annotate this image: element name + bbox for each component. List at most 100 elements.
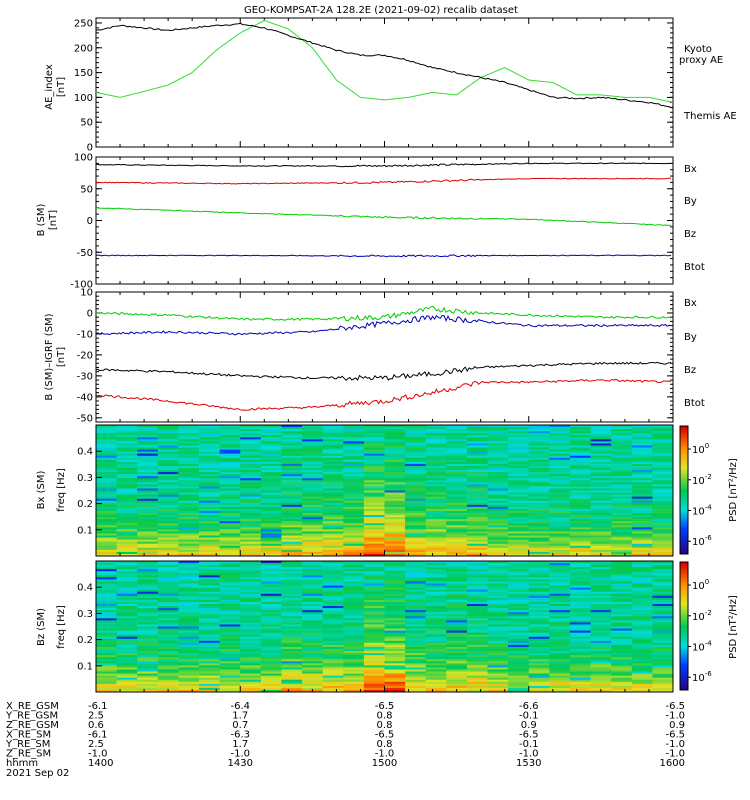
spec-bx-cell (425, 539, 447, 543)
spec-bx-cell (446, 543, 468, 547)
spec-bz-cell (281, 655, 303, 658)
spec-bz-cell (549, 683, 571, 687)
spec-bx-cell (528, 498, 550, 502)
spec-bx-cell (363, 506, 385, 510)
spec-bz-cell (199, 565, 221, 568)
spec-bz-cell (652, 622, 674, 625)
spec-bz-cell (425, 599, 447, 603)
spec-bx-cell (240, 431, 262, 434)
spec-bz-cell (219, 624, 241, 627)
spec-bx-cell (569, 484, 591, 487)
spec-bx-cell (281, 498, 303, 502)
spec-bx-cell (652, 506, 674, 510)
spec-bz-cell (343, 563, 365, 566)
spec-bz-cell (590, 655, 612, 658)
spec-bx-cell (631, 480, 653, 483)
spec-bz-cell (590, 563, 612, 566)
spec-bx-cell (96, 451, 118, 455)
spec-bx-cell (569, 427, 591, 430)
spec-bz-cell (466, 636, 488, 640)
spec-bx-cell (302, 510, 324, 514)
spec-bz-cell (363, 681, 385, 685)
spec-bz-cell (240, 610, 262, 613)
spec-bx-cell (611, 533, 633, 536)
spec-bx-cell (343, 500, 365, 504)
spec-bx-cell (549, 484, 571, 487)
spec-bx-cell (281, 519, 303, 522)
spec-bz-cell (281, 673, 303, 677)
spec-bx-cell (96, 510, 118, 514)
spec-bx-cell (384, 478, 406, 481)
spec-bx-cell (508, 478, 530, 481)
spec-bx-cell (281, 543, 303, 547)
spec-bz-cell (508, 689, 530, 693)
spec-bz-cell (240, 583, 262, 586)
spec-bz-cell (260, 655, 282, 658)
spec-bz-cell (590, 614, 612, 617)
cbar1-swatch (680, 524, 688, 527)
spec-bz-cell (157, 634, 179, 638)
spec-bx-cell (508, 553, 530, 557)
spec-bx-cell (302, 537, 324, 541)
spec-bx-cell (528, 539, 550, 543)
spec-bx-cell (405, 510, 427, 514)
spec-bz-cell (405, 573, 427, 576)
spec-bz-cell (343, 657, 365, 660)
spec-bx-cell (384, 525, 406, 528)
spec-bx-cell (363, 474, 385, 477)
spec-bx-cell (240, 467, 262, 471)
spec-bx-cell (116, 537, 138, 541)
spec-bx-cell (425, 474, 447, 477)
spec-bz-cell (590, 599, 612, 603)
spec-bz-cell (508, 671, 530, 674)
spec-bx-cell (508, 543, 530, 547)
spec-bx-cell (178, 525, 200, 528)
spec-bx-cell (157, 517, 179, 520)
spec-bz-cell (446, 595, 468, 599)
spec-bx-cell (446, 498, 468, 502)
spec-bx-cell (425, 553, 447, 557)
spec-bz-cell (384, 653, 406, 656)
spec-bz-cell (405, 646, 427, 650)
spec-bz-cell (631, 601, 653, 605)
spec-bz-cell (260, 685, 282, 689)
spec-bz-cell (219, 628, 241, 631)
spec-bz-cell (281, 601, 303, 605)
b-ytick-label: 0 (87, 216, 93, 227)
spec-bz-cell (487, 646, 509, 650)
spec-bx-cell (549, 510, 571, 514)
spec-bz-cell (590, 626, 612, 629)
spec-bx-cell (528, 553, 550, 557)
spec-bx-cell (199, 439, 221, 442)
spec-bx-cell (425, 519, 447, 522)
spec-bx-cell (322, 513, 344, 516)
ephemeris-row-label: Y_RE_GSM (5, 711, 58, 722)
spec-bz-cell (322, 675, 344, 679)
spec-bz-cell (260, 575, 282, 578)
spec-bz-cell (281, 667, 303, 670)
spec-bz-cell (240, 646, 262, 650)
spec-bz-cell (96, 610, 118, 613)
spec-bz-cell (137, 626, 159, 629)
spec-bx-cell (528, 457, 550, 461)
spec-bz-cell (199, 567, 221, 570)
spec-bz-cell (611, 671, 633, 674)
spec-bx-cell (446, 451, 468, 455)
spec-bx-cell (631, 533, 653, 536)
db-ylabel: B (SM)–IGRF (SM) (44, 313, 55, 400)
spec-bz-cell (405, 657, 427, 660)
spec-bz-cell (549, 563, 571, 566)
spec-bz-cell (425, 561, 447, 564)
spec-bz-cell (281, 563, 303, 566)
spec-bz-cell (425, 632, 447, 636)
ephemeris-value: -1.0 (375, 749, 395, 760)
spec-bz-cell (96, 689, 118, 693)
spec-bx-cell (446, 539, 468, 543)
cbar2-swatch (680, 623, 688, 627)
cbar2-swatch (680, 594, 688, 597)
spec-bz-cell (240, 632, 262, 636)
spec-bx-cell (549, 549, 571, 553)
spec-bx-cell (652, 482, 674, 485)
spec-bz-cell (219, 575, 241, 578)
